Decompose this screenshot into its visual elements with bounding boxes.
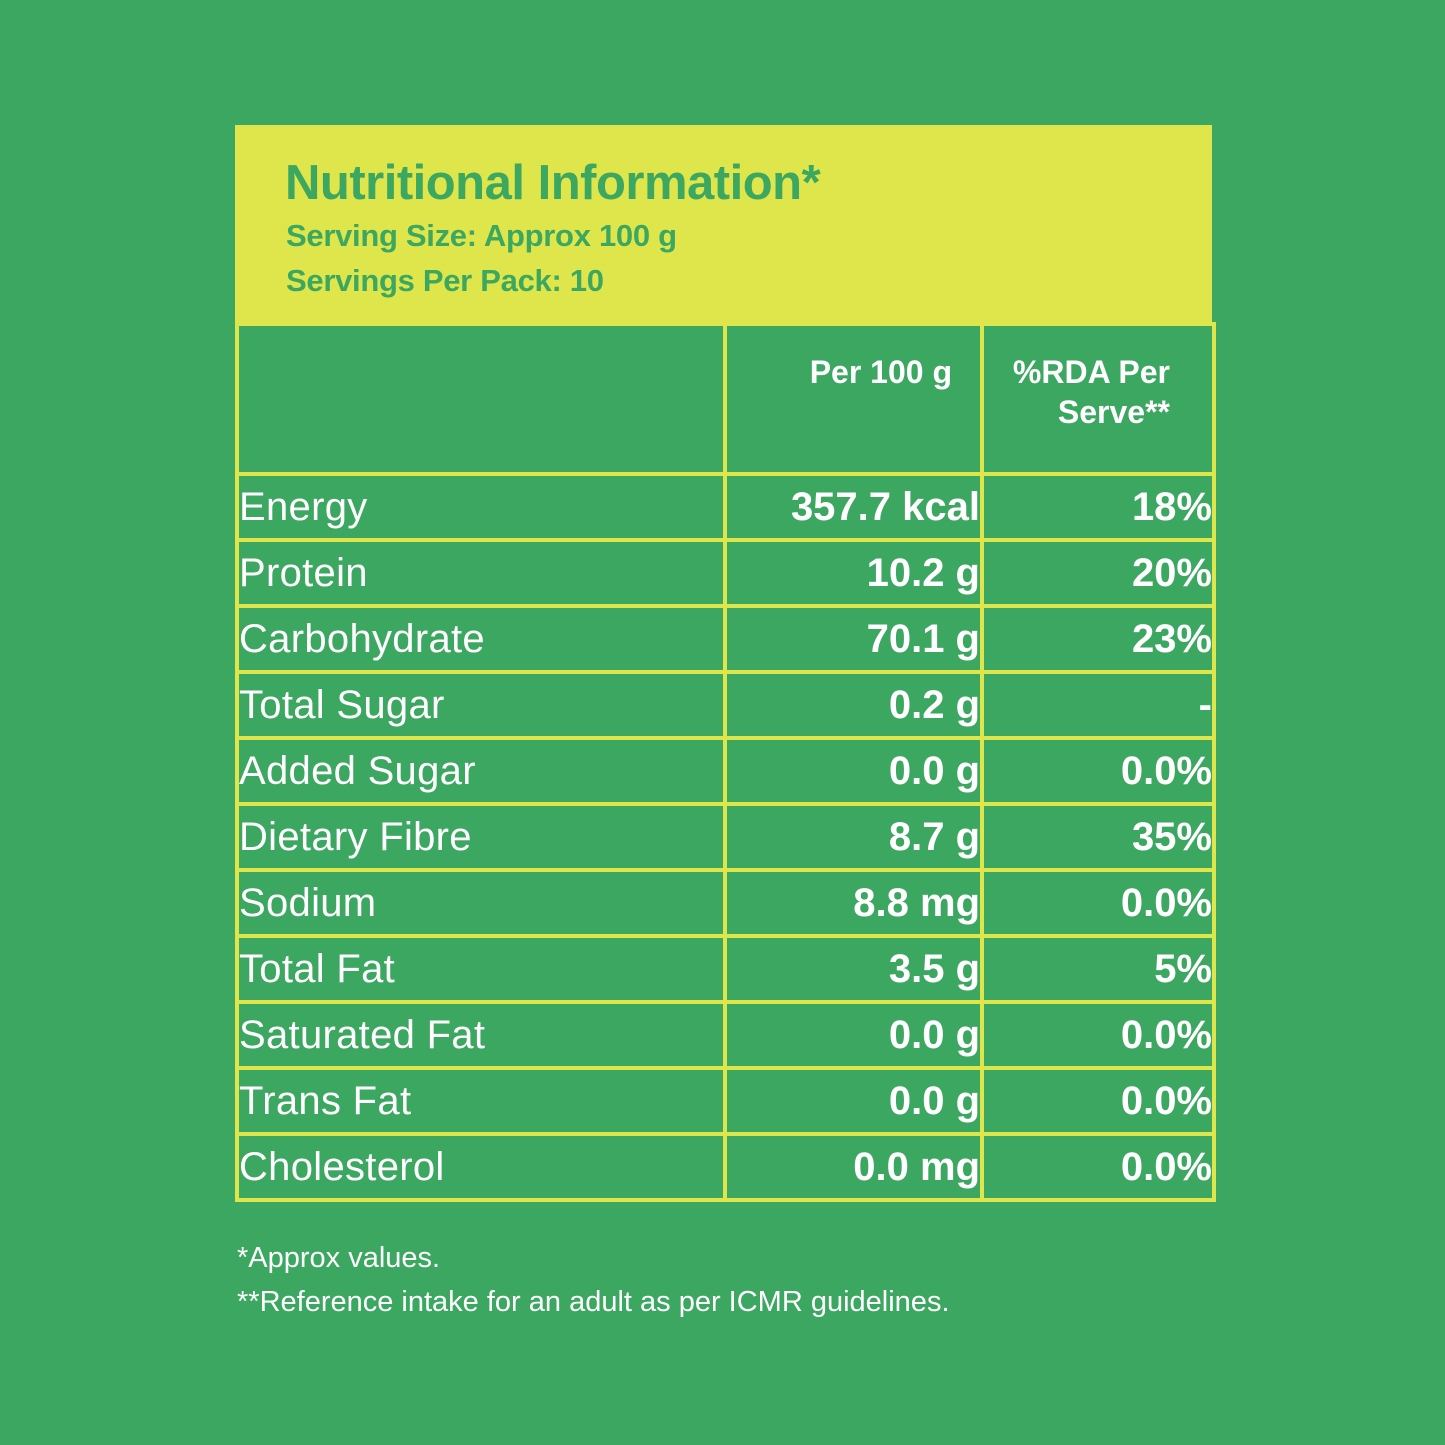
table-row: Total Fat 3.5 g 5% — [235, 934, 1216, 1004]
table-row: Protein 10.2 g 20% — [235, 538, 1216, 608]
nutrient-name: Total Sugar — [235, 670, 727, 740]
serving-size: Serving Size: Approx 100 g — [286, 218, 677, 253]
per-100g-value: 357.7 kcal — [723, 472, 984, 542]
rda-value: 23% — [980, 604, 1216, 674]
per-100g-value: 0.0 mg — [723, 1132, 984, 1202]
column-header-nutrient — [235, 322, 727, 476]
rda-value: 18% — [980, 472, 1216, 542]
column-header-rda: %RDA Per Serve** — [980, 322, 1216, 476]
nutrient-name: Energy — [235, 472, 727, 542]
table-row: Total Sugar 0.2 g- — [235, 670, 1216, 740]
per-100g-value: 0.0 g — [723, 1000, 984, 1070]
per-100g-value: 3.5 g — [723, 934, 984, 1004]
table-row: Sodium 8.8 mg 0.0% — [235, 868, 1216, 938]
rda-value: - — [980, 670, 1216, 740]
nutrition-panel: Nutritional Information* Serving Size: A… — [235, 125, 1216, 1229]
nutrient-name: Total Fat — [235, 934, 727, 1004]
footnote-approx: *Approx values. — [237, 1242, 441, 1274]
table-row: Trans Fat 0.0 g 0.0% — [235, 1066, 1216, 1136]
nutrient-name: Saturated Fat — [235, 1000, 727, 1070]
per-100g-value: 10.2 g — [723, 538, 984, 608]
nutrient-name: Carbohydrate — [235, 604, 727, 674]
table-row: Cholesterol 0.0 mg 0.0% — [235, 1132, 1216, 1202]
table-row: Carbohydrate 70.1 g 23% — [235, 604, 1216, 674]
nutrition-title: Nutritional Information* — [285, 156, 821, 210]
rda-value: 0.0% — [980, 1066, 1216, 1136]
nutrient-name: Cholesterol — [235, 1132, 727, 1202]
servings-per-pack: Servings Per Pack: 10 — [286, 263, 604, 298]
table-row: Saturated Fat 0.0 g 0.0% — [235, 1000, 1216, 1070]
rda-value: 35% — [980, 802, 1216, 872]
per-100g-value: 0.0 g — [723, 736, 984, 806]
nutrition-header: Nutritional Information* Serving Size: A… — [235, 125, 1212, 325]
per-100g-value: 70.1 g — [723, 604, 984, 674]
rda-value: 20% — [980, 538, 1216, 608]
rda-value: 0.0% — [980, 1000, 1216, 1070]
table-header-row: Per 100 g %RDA Per Serve** — [235, 322, 1216, 476]
per-100g-value: 8.7 g — [723, 802, 984, 872]
nutrition-table: Per 100 g %RDA Per Serve** Energy 357.7 kc… — [235, 322, 1216, 1202]
rda-value: 0.0% — [980, 1132, 1216, 1202]
table-row: Added Sugar 0.0 g 0.0% — [235, 736, 1216, 806]
rda-value: 0.0% — [980, 868, 1216, 938]
nutrient-name: Added Sugar — [235, 736, 727, 806]
rda-value: 5% — [980, 934, 1216, 1004]
table-row: Energy 357.7 kcal 18% — [235, 472, 1216, 542]
nutrient-name: Protein — [235, 538, 727, 608]
nutrient-name: Dietary Fibre — [235, 802, 727, 872]
nutrient-name: Sodium — [235, 868, 727, 938]
column-header-per-100g: Per 100 g — [723, 322, 984, 476]
nutrient-name: Trans Fat — [235, 1066, 727, 1136]
per-100g-value: 8.8 mg — [723, 868, 984, 938]
rda-value: 0.0% — [980, 736, 1216, 806]
table-row: Dietary Fibre 8.7 g 35% — [235, 802, 1216, 872]
footnote-reference: **Reference intake for an adult as per I… — [237, 1286, 950, 1318]
per-100g-value: 0.0 g — [723, 1066, 984, 1136]
per-100g-value: 0.2 g — [723, 670, 984, 740]
